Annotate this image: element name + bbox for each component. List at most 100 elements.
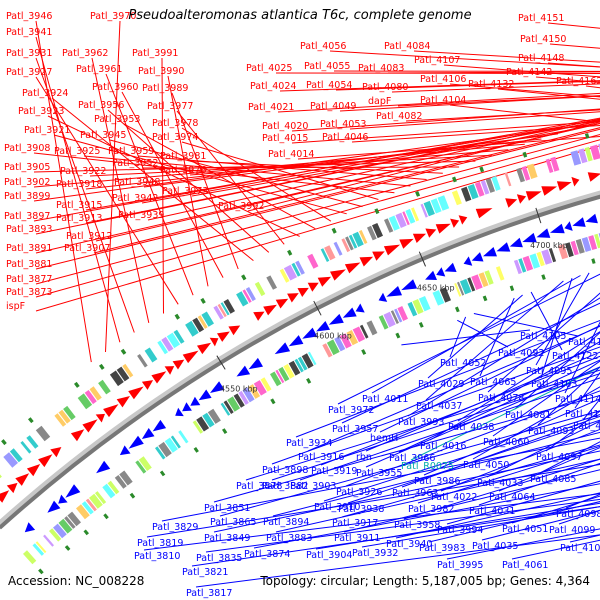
connector-line bbox=[35, 133, 600, 285]
connector-line bbox=[143, 493, 600, 551]
connector-line bbox=[387, 71, 600, 74]
forward-gene-label: Patl_4106 bbox=[420, 74, 466, 85]
category-block bbox=[223, 400, 234, 414]
reverse-gene-label: Patl_4085 bbox=[530, 474, 576, 485]
reverse-gene-arrow bbox=[152, 419, 167, 432]
category-block bbox=[238, 390, 249, 405]
reverse-gene-arrow bbox=[444, 262, 457, 272]
category-block bbox=[459, 278, 472, 295]
reverse-gene-label: Patl_R0075 bbox=[401, 461, 454, 472]
category-block bbox=[294, 358, 304, 373]
connector-line bbox=[299, 377, 600, 481]
category-block bbox=[270, 371, 282, 387]
category-block bbox=[594, 233, 600, 249]
category-block bbox=[348, 234, 358, 249]
reverse-gene-arrow bbox=[550, 223, 565, 234]
connector-line bbox=[329, 50, 600, 68]
forward-gene-label: Patl_3945 bbox=[80, 130, 126, 141]
category-block bbox=[339, 333, 352, 349]
category-block bbox=[233, 393, 245, 408]
connector-line bbox=[401, 415, 600, 488]
forward-gene-label: Patl_3948 bbox=[114, 177, 160, 188]
forward-gene-arrow bbox=[412, 233, 426, 243]
reverse-gene-arrow bbox=[210, 381, 225, 393]
category-block bbox=[275, 369, 285, 384]
category-block bbox=[245, 287, 256, 302]
category-block bbox=[352, 231, 364, 247]
reverse-gene-label: Patl_3926 bbox=[336, 487, 382, 498]
reverse-gene-label: Patl_3972 bbox=[328, 405, 374, 416]
forward-gene-label: Patl_4142 bbox=[506, 67, 552, 78]
genome-backbone bbox=[0, 190, 600, 530]
forward-gene-arrow bbox=[116, 396, 130, 408]
reverse-gene-label: Patl_4011 bbox=[362, 394, 408, 405]
forward-gene-label: Patl_3931 bbox=[6, 48, 52, 59]
reverse-gene-label: Patl_4037 bbox=[416, 401, 462, 412]
connector-line bbox=[349, 111, 600, 130]
scale-tick-label: 4650 kbp bbox=[417, 283, 455, 292]
reverse-gene-label: Patl_3835 bbox=[196, 553, 242, 564]
connector-line bbox=[189, 149, 509, 176]
reverse-gene-arrow bbox=[128, 435, 144, 449]
topology-text: Topology: circular; Length: 5,187,005 bp… bbox=[260, 574, 590, 588]
forward-gene-arrow bbox=[263, 304, 277, 316]
category-block bbox=[9, 448, 23, 463]
category-block bbox=[297, 356, 308, 371]
reverse-gene-label: Patl_3916 bbox=[298, 452, 344, 463]
connector-line bbox=[35, 123, 600, 254]
rna-marker bbox=[374, 208, 380, 215]
forward-gene-arrow bbox=[128, 386, 144, 400]
connector-line bbox=[487, 292, 600, 393]
connector-line bbox=[85, 138, 542, 190]
connector-line bbox=[307, 325, 600, 452]
connector-line bbox=[205, 498, 600, 553]
category-block bbox=[467, 277, 476, 292]
forward-gene-arrow bbox=[317, 276, 332, 287]
reverse-gene-arrow bbox=[182, 402, 192, 412]
reverse-gene-label: rbn bbox=[356, 452, 372, 463]
forward-gene-label: Patl_4025 bbox=[246, 63, 292, 74]
category-block bbox=[178, 430, 189, 444]
connector-line bbox=[345, 390, 600, 487]
forward-gene-label: Patl_3992 bbox=[218, 201, 264, 212]
reverse-gene-label: Patl_4098 bbox=[556, 509, 600, 520]
connector-line bbox=[161, 57, 164, 314]
forward-gene-arrow bbox=[297, 287, 309, 297]
rna-marker bbox=[395, 332, 401, 339]
connector-line bbox=[35, 20, 92, 363]
category-block bbox=[451, 190, 462, 206]
forward-gene-label: Patl_3899 bbox=[4, 191, 50, 202]
connector-line bbox=[275, 458, 600, 533]
reverse-gene-label: Patl_3955 bbox=[356, 468, 402, 479]
connector-line bbox=[337, 273, 600, 405]
reverse-gene-label: Patl_3817 bbox=[186, 588, 232, 599]
connector-line bbox=[121, 91, 224, 278]
reverse-gene-arrow bbox=[328, 313, 344, 325]
category-block bbox=[20, 441, 32, 454]
reverse-gene-label: Patl_3904 bbox=[306, 550, 352, 561]
forward-gene-label: Patl_3918 bbox=[56, 179, 102, 190]
reverse-gene-label: Patl_3932 bbox=[352, 548, 398, 559]
reverse-gene-label: Patl_3919 bbox=[311, 466, 357, 477]
reverse-gene-label: Patl_3982 bbox=[408, 504, 454, 515]
connector-line bbox=[47, 115, 300, 237]
category-block bbox=[557, 244, 569, 260]
rna-marker bbox=[74, 381, 80, 388]
rna-marker bbox=[306, 378, 312, 384]
reverse-gene-label: Patl_4136 bbox=[568, 337, 600, 348]
reverse-gene-arrow bbox=[24, 522, 36, 533]
genome-title: Pseudoalteromonas atlantica T6c, complet… bbox=[128, 8, 472, 23]
category-block bbox=[471, 274, 483, 290]
category-block bbox=[418, 296, 431, 312]
forward-gene-label: Patl_3960 bbox=[92, 82, 138, 93]
category-block bbox=[333, 241, 343, 256]
category-block bbox=[207, 408, 221, 424]
category-block bbox=[54, 413, 67, 427]
category-block bbox=[590, 144, 600, 160]
scale-tick bbox=[418, 251, 426, 267]
connector-line bbox=[272, 431, 600, 517]
rna-marker bbox=[1, 439, 7, 446]
category-block bbox=[217, 303, 227, 318]
category-block bbox=[402, 211, 410, 226]
category-block bbox=[185, 320, 199, 337]
